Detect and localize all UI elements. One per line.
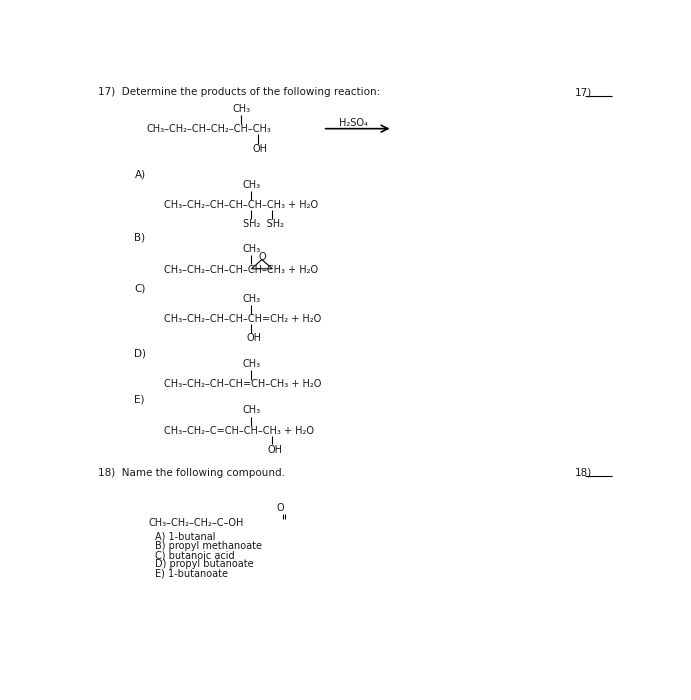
Text: 18)  Name the following compound.: 18) Name the following compound. [98,468,285,478]
Text: CH₃: CH₃ [243,180,261,190]
Text: A) 1-butanal: A) 1-butanal [155,532,215,542]
Text: H₂SO₄: H₂SO₄ [339,118,368,128]
Text: A): A) [135,169,146,179]
Text: B) propyl methanoate: B) propyl methanoate [155,541,262,551]
Text: CH₃: CH₃ [243,294,261,304]
Text: CH₃: CH₃ [233,104,251,113]
Text: CH₃: CH₃ [243,359,261,370]
Text: D): D) [135,349,146,358]
Text: CH₃–CH₂–CH–CH–CH–CH₃ + H₂O: CH₃–CH₂–CH–CH–CH–CH₃ + H₂O [164,265,318,274]
Text: 17): 17) [575,88,592,97]
Text: CH₃: CH₃ [243,244,261,254]
Text: E) 1-butanoate: E) 1-butanoate [155,568,227,579]
Text: SH₂  SH₂: SH₂ SH₂ [243,219,284,229]
Text: CH₃–CH₂–CH–CH₂–CH–CH₃: CH₃–CH₂–CH–CH₂–CH–CH₃ [146,124,272,134]
Text: CH₃–CH₂–CH₂–C–OH: CH₃–CH₂–CH₂–C–OH [149,518,244,528]
Text: E): E) [135,395,145,405]
Text: D) propyl butanoate: D) propyl butanoate [155,559,253,570]
Text: CH₃–CH₂–CH–CH–CH=CH₂ + H₂O: CH₃–CH₂–CH–CH–CH=CH₂ + H₂O [164,314,321,324]
Text: OH: OH [247,333,262,343]
Text: C) butanoic acid: C) butanoic acid [155,550,234,560]
Text: CH₃–CH₂–CH–CH=CH–CH₃ + H₂O: CH₃–CH₂–CH–CH=CH–CH₃ + H₂O [164,379,321,389]
Text: O: O [259,252,267,262]
Text: CH₃–CH₂–C=CH–CH–CH₃ + H₂O: CH₃–CH₂–C=CH–CH–CH₃ + H₂O [164,426,314,435]
Text: C): C) [135,283,146,293]
Text: CH₃: CH₃ [243,405,261,416]
Text: OH: OH [267,444,283,455]
Text: OH: OH [253,144,268,155]
Text: CH₃–CH₂–CH–CH–CH–CH₃ + H₂O: CH₃–CH₂–CH–CH–CH–CH₃ + H₂O [164,200,318,210]
Text: 18): 18) [575,468,592,478]
Text: B): B) [135,233,146,243]
Text: O: O [276,503,284,513]
Text: 17)  Determine the products of the following reaction:: 17) Determine the products of the follow… [98,88,380,97]
